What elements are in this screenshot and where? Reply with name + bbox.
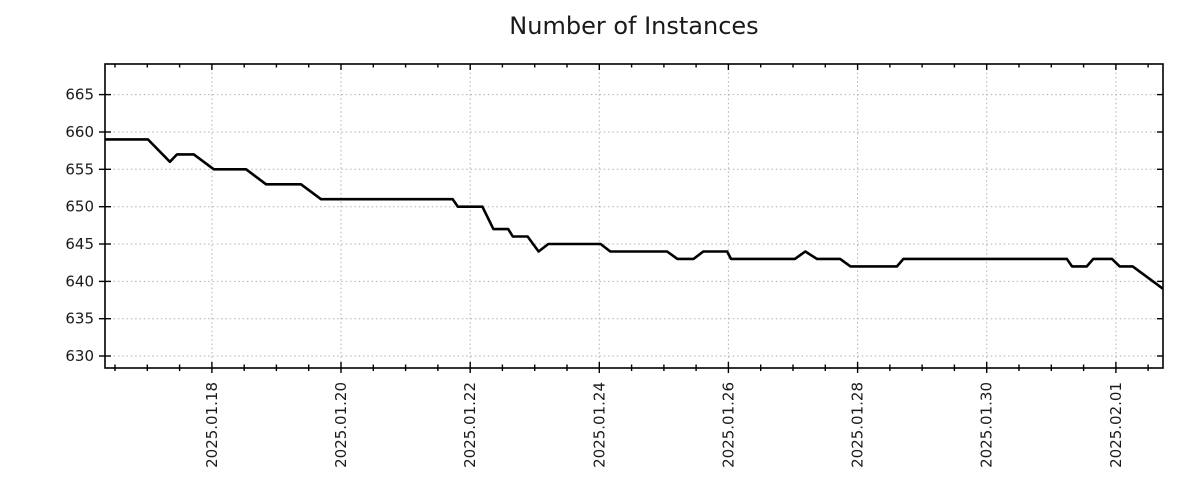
x-tick-label: 2025.01.28 [849,382,867,468]
chart-title: Number of Instances [509,12,759,40]
x-tick-label: 2025.01.30 [978,382,996,468]
y-tick-label: 645 [65,235,94,253]
x-tick-label: 2025.01.24 [590,382,608,468]
instances-series-line [105,138,1164,290]
y-tick-label: 655 [65,160,94,178]
y-tick-label: 635 [65,310,94,328]
x-tick-label: 2025.02.01 [1107,382,1125,468]
x-tick-label: 2025.01.22 [461,382,479,468]
x-tick-label: 2025.01.20 [332,382,350,468]
y-tick-label: 630 [65,347,94,365]
y-tick-label: 650 [65,198,94,216]
x-tick-label: 2025.01.26 [719,382,737,468]
y-tick-label: 660 [65,123,94,141]
y-tick-label: 665 [65,86,94,104]
y-tick-label: 640 [65,272,94,290]
x-tick-label: 2025.01.18 [203,382,221,468]
